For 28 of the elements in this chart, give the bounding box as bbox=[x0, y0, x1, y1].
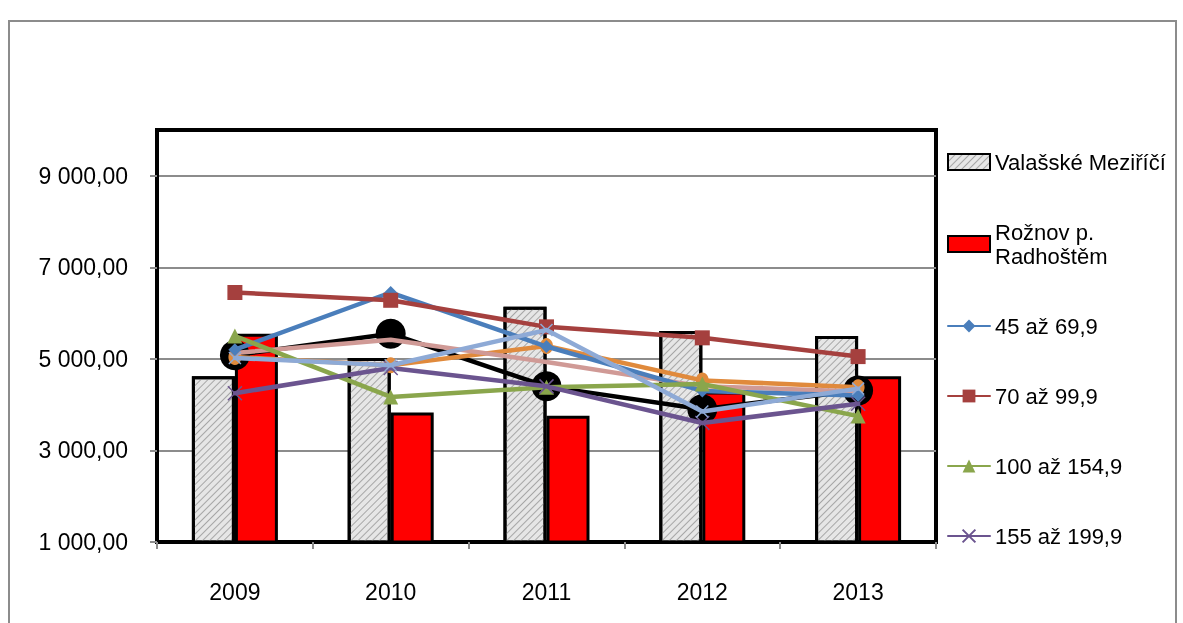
legend-label: Valašské Meziříčí bbox=[995, 149, 1166, 175]
point bbox=[539, 323, 554, 337]
x-tick-label: 2013 bbox=[832, 578, 884, 605]
x-tick-label: 2012 bbox=[676, 578, 728, 605]
x-tick-label: 2011 bbox=[521, 578, 572, 605]
point bbox=[850, 408, 866, 424]
point bbox=[850, 349, 866, 365]
point bbox=[227, 328, 243, 344]
point bbox=[694, 376, 710, 392]
x-tick-label: 2009 bbox=[209, 578, 261, 605]
point bbox=[227, 385, 243, 401]
y-tick-label: 5 000,00 bbox=[38, 345, 128, 372]
y-tick-label: 9 000,00 bbox=[38, 162, 128, 189]
legend-label: 155 až 199,9 bbox=[995, 523, 1123, 549]
legend-label: 70 až 99,9 bbox=[995, 383, 1098, 409]
legend-label: 45 až 69,9 bbox=[995, 313, 1098, 339]
point bbox=[383, 389, 399, 405]
legend-label: Rožnov p. Radhoštěm bbox=[995, 219, 1108, 269]
point bbox=[227, 285, 243, 301]
y-tick-label: 1 000,00 bbox=[38, 529, 128, 555]
x-tick-label: 2010 bbox=[365, 578, 417, 605]
point bbox=[850, 396, 866, 412]
y-tick-label: 3 000,00 bbox=[38, 437, 128, 464]
legend-label: 100 až 154,9 bbox=[995, 453, 1123, 479]
point bbox=[694, 330, 710, 346]
point bbox=[383, 292, 399, 308]
y-tick-label: 7 000,00 bbox=[38, 254, 128, 281]
point bbox=[694, 415, 711, 431]
